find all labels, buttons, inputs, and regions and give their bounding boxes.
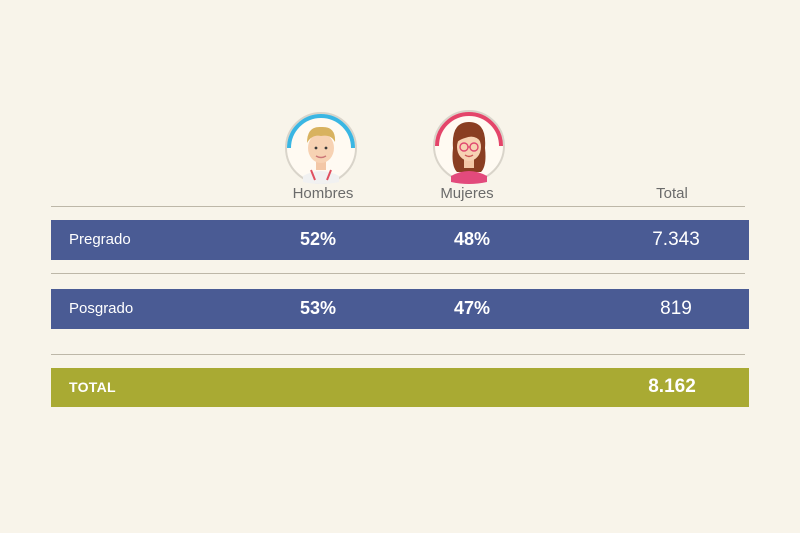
row-total: 7.343 xyxy=(652,229,700,250)
table-row: Posgrado 53% 47% 819 xyxy=(51,289,749,329)
column-header-women: Mujeres xyxy=(440,185,494,202)
total-label: TOTAL xyxy=(69,379,116,395)
column-header-men: Hombres xyxy=(292,185,354,202)
men-percent: 53% xyxy=(299,298,337,318)
divider xyxy=(51,354,745,355)
woman-avatar-icon xyxy=(431,108,507,184)
grand-total: 8.162 xyxy=(648,376,696,397)
divider xyxy=(51,206,745,207)
divider xyxy=(51,273,745,274)
women-percent: 47% xyxy=(453,298,491,318)
women-percent: 48% xyxy=(453,229,491,249)
row-total: 819 xyxy=(660,298,692,319)
men-percent: 52% xyxy=(299,229,337,249)
total-row: TOTAL 8.162 xyxy=(51,368,749,407)
column-header-total: Total xyxy=(656,185,688,202)
table-row: Pregrado 52% 48% 7.343 xyxy=(51,220,749,260)
man-avatar-icon xyxy=(283,110,359,186)
row-label: Pregrado xyxy=(69,231,131,248)
row-label: Posgrado xyxy=(69,300,134,317)
